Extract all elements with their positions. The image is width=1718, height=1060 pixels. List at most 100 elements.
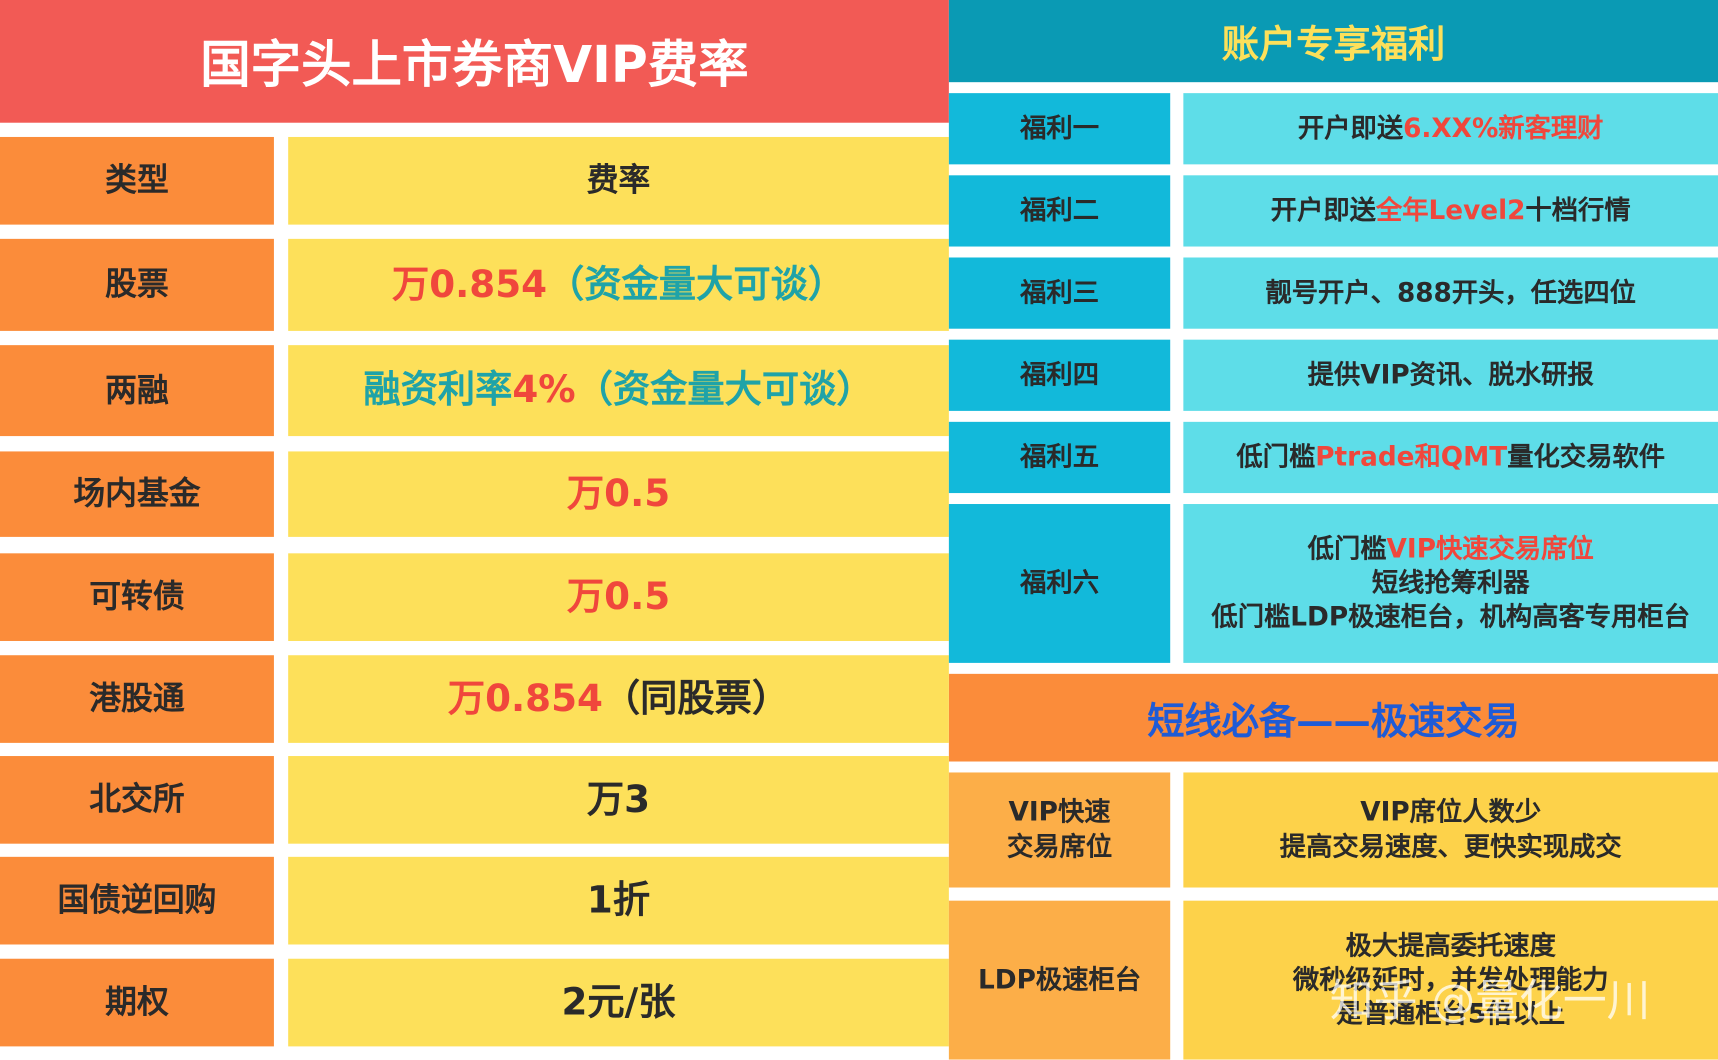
value-line: 微秒级延时，并发处理能力 xyxy=(1293,963,1609,997)
value-segment: 短线抢筹利器 xyxy=(1371,567,1530,599)
row-value: 万0.854（同股票） xyxy=(288,655,949,743)
value-segment: 万0.854 xyxy=(447,677,603,721)
value-line: 开户即送6.XX%新客理财 xyxy=(1298,112,1604,146)
value-line: 2元/张 xyxy=(561,978,675,1026)
value-segment: 全年Level2 xyxy=(1375,194,1526,226)
row-label: 类型 xyxy=(0,136,274,225)
value-segment: 靓号开户、888开头，任选四位 xyxy=(1265,277,1636,308)
right-title: 账户专享福利 xyxy=(948,0,1718,83)
benefit-value: 低门槛Ptrade和QMT量化交易软件 xyxy=(1183,421,1718,494)
value-segment: 低门槛LDP极速柜台，机构高客专用柜台 xyxy=(1211,601,1691,633)
benefit-label: 福利二 xyxy=(948,175,1171,247)
benefit-label: 福利四 xyxy=(948,339,1171,411)
value-segment: 开户即送 xyxy=(1297,112,1404,144)
trade-value: VIP席位人数少 提高交易速度、更快实现成交 xyxy=(1183,772,1718,888)
label-text: 北交所 xyxy=(89,780,185,818)
value-line: 低门槛Ptrade和QMT量化交易软件 xyxy=(1236,440,1665,474)
value-line: 融资利率4%（资金量大可谈） xyxy=(363,366,873,414)
row-value: 万3 xyxy=(288,756,949,844)
row-label: 北交所 xyxy=(0,756,274,844)
label-text: 港股通 xyxy=(89,679,185,717)
value-line: 低门槛VIP快速交易席位 xyxy=(1308,532,1594,566)
value-segment: 提供VIP资讯、脱水研报 xyxy=(1307,359,1594,390)
value-segment: 低门槛 xyxy=(1307,533,1387,564)
benefit-value: 开户即送全年Level2十档行情 xyxy=(1183,175,1718,247)
value-segment: 开户即送 xyxy=(1270,194,1376,226)
value-segment: 提高交易速度、更快实现成交 xyxy=(1279,831,1622,862)
label-text: 两融 xyxy=(105,371,169,409)
value-line: 万0.5 xyxy=(567,573,670,621)
row-value: 费率 xyxy=(288,136,949,225)
row-value: 万0.5 xyxy=(288,451,949,537)
value-segment: 万0.854 xyxy=(391,262,548,307)
value-segment: 6.XX%新客理财 xyxy=(1403,112,1604,144)
value-line: 万0.5 xyxy=(567,470,670,518)
row-label: 港股通 xyxy=(0,655,274,743)
row-label: 可转债 xyxy=(0,553,274,641)
row-label: 国债逆回购 xyxy=(0,856,274,945)
label-text: 股票 xyxy=(105,265,169,303)
trade-value: 极大提高委托速度 微秒级延时，并发处理能力 是普通柜台5倍以上 xyxy=(1183,900,1718,1060)
value-line: 万3 xyxy=(587,776,650,824)
label-line: LDP极速柜台 xyxy=(978,964,1142,995)
value-segment: （资金量大可谈） xyxy=(575,368,874,413)
row-label: 期权 xyxy=(0,958,274,1047)
value-segment: 费率 xyxy=(586,161,651,199)
value-segment: 4% xyxy=(512,368,576,413)
value-segment: （同股票） xyxy=(602,677,790,721)
value-segment: Ptrade和QMT xyxy=(1315,441,1508,473)
label-line: 福利一 xyxy=(1020,112,1099,144)
value-segment: 1折 xyxy=(586,878,651,923)
benefit-value: 提供VIP资讯、脱水研报 xyxy=(1183,339,1718,411)
row-value: 1折 xyxy=(288,856,949,945)
value-line: 开户即送全年Level2十档行情 xyxy=(1271,194,1631,228)
value-line: 短线抢筹利器 xyxy=(1372,566,1530,600)
value-segment: 是普通柜台5倍以上 xyxy=(1336,998,1566,1029)
label-line: 福利六 xyxy=(1020,567,1099,599)
value-line: 低门槛LDP极速柜台，机构高客专用柜台 xyxy=(1211,601,1690,635)
value-line: 极大提高委托速度 xyxy=(1346,929,1556,963)
trade-label: LDP极速柜台 xyxy=(948,900,1171,1060)
benefit-label: 福利一 xyxy=(948,93,1171,165)
section-title: 短线必备——极速交易 xyxy=(948,673,1718,762)
value-segment: 万0.5 xyxy=(566,472,671,516)
label-text: 场内基金 xyxy=(73,474,201,512)
row-value: 融资利率4%（资金量大可谈） xyxy=(288,345,949,437)
row-value: 万0.5 xyxy=(288,553,949,641)
value-segment: VIP快速交易席位 xyxy=(1386,533,1594,564)
label-line: 福利三 xyxy=(1020,277,1099,308)
label-text: 类型 xyxy=(105,161,169,199)
value-segment: 极大提高委托速度 xyxy=(1345,929,1556,961)
label-line: 福利四 xyxy=(1020,359,1099,390)
benefit-label: 福利三 xyxy=(948,257,1171,329)
label-text: 国债逆回购 xyxy=(57,881,217,919)
value-segment: 万3 xyxy=(586,777,651,822)
row-label: 股票 xyxy=(0,238,274,331)
benefit-label: 福利五 xyxy=(948,421,1171,494)
label-text: 可转债 xyxy=(89,577,185,615)
value-line: 费率 xyxy=(587,160,651,201)
benefit-value: 低门槛VIP快速交易席位 短线抢筹利器 低门槛LDP极速柜台，机构高客专用柜台 xyxy=(1183,504,1718,663)
left-title: 国字头上市券商VIP费率 xyxy=(0,0,949,123)
value-line: 万0.854（同股票） xyxy=(448,675,789,723)
value-segment: VIP席位人数少 xyxy=(1360,796,1542,828)
row-value: 2元/张 xyxy=(288,958,949,1047)
benefit-label: 福利六 xyxy=(948,504,1171,663)
row-label: 两融 xyxy=(0,345,274,437)
value-segment: 微秒级延时，并发处理能力 xyxy=(1292,964,1609,995)
value-segment: 低门槛 xyxy=(1236,441,1316,473)
label-text: 期权 xyxy=(105,983,169,1021)
row-value: 万0.854（资金量大可谈） xyxy=(288,238,949,331)
value-segment: 十档行情 xyxy=(1525,194,1631,226)
row-label: 场内基金 xyxy=(0,451,274,537)
value-line: VIP席位人数少 xyxy=(1360,796,1541,830)
label-line: 福利五 xyxy=(1020,441,1099,473)
benefit-value: 靓号开户、888开头，任选四位 xyxy=(1183,257,1718,329)
label-line: 福利二 xyxy=(1020,194,1099,226)
value-line: 万0.854（资金量大可谈） xyxy=(392,261,845,309)
value-segment: 量化交易软件 xyxy=(1507,441,1666,473)
watermark: 知乎 @量化一川 xyxy=(1329,976,1651,1027)
value-line: 提高交易速度、更快实现成交 xyxy=(1280,830,1622,864)
